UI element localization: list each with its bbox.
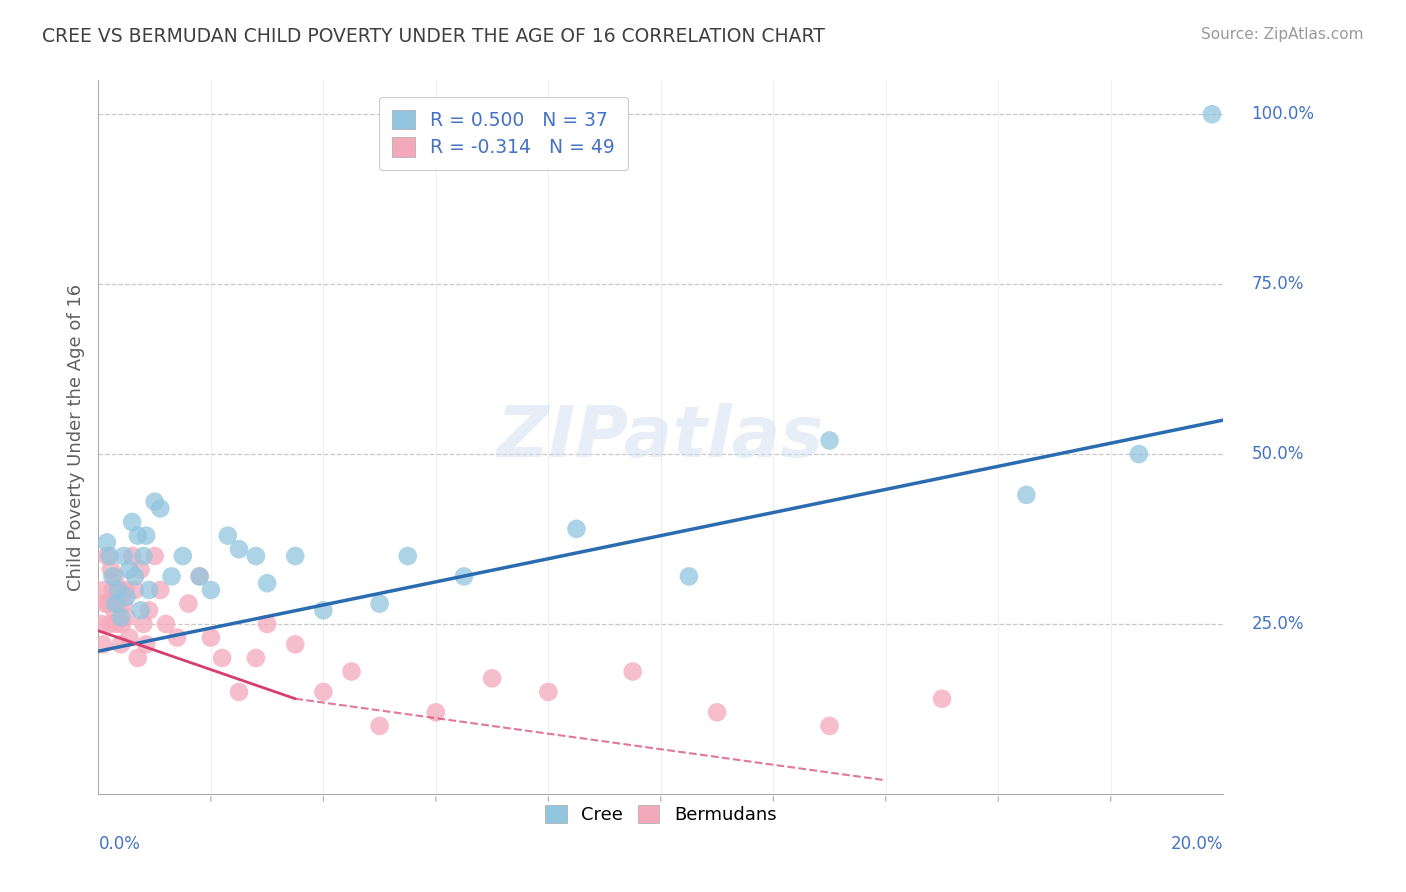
Point bbox=[96, 549, 118, 563]
Point bbox=[94, 597, 117, 611]
Point bbox=[96, 535, 118, 549]
Point bbox=[312, 603, 335, 617]
Point bbox=[104, 569, 127, 583]
Point bbox=[481, 671, 503, 685]
Point bbox=[706, 706, 728, 720]
Point bbox=[121, 515, 143, 529]
Point bbox=[160, 569, 183, 583]
Point bbox=[104, 597, 127, 611]
Point bbox=[340, 665, 363, 679]
Point bbox=[121, 549, 143, 563]
Point bbox=[1128, 447, 1150, 461]
Point bbox=[112, 549, 135, 563]
Point bbox=[537, 685, 560, 699]
Legend: Cree, Bermudans: Cree, Bermudans bbox=[538, 797, 783, 831]
Point bbox=[245, 651, 267, 665]
Point bbox=[118, 563, 141, 577]
Point bbox=[155, 617, 177, 632]
Point bbox=[108, 582, 131, 597]
Point bbox=[93, 582, 115, 597]
Point bbox=[256, 576, 278, 591]
Point bbox=[368, 597, 391, 611]
Point bbox=[115, 590, 138, 604]
Point bbox=[127, 651, 149, 665]
Point bbox=[818, 434, 841, 448]
Point bbox=[284, 637, 307, 651]
Text: 100.0%: 100.0% bbox=[1251, 105, 1315, 123]
Point bbox=[97, 597, 120, 611]
Point bbox=[217, 528, 239, 542]
Point bbox=[200, 582, 222, 597]
Text: 50.0%: 50.0% bbox=[1251, 445, 1303, 463]
Point bbox=[135, 528, 157, 542]
Point bbox=[1015, 488, 1038, 502]
Point bbox=[110, 637, 132, 651]
Point bbox=[129, 603, 152, 617]
Point bbox=[90, 617, 112, 632]
Point bbox=[149, 501, 172, 516]
Point bbox=[103, 603, 125, 617]
Y-axis label: Child Poverty Under the Age of 16: Child Poverty Under the Age of 16 bbox=[66, 284, 84, 591]
Point bbox=[188, 569, 211, 583]
Point bbox=[111, 617, 134, 632]
Text: 25.0%: 25.0% bbox=[1251, 615, 1303, 633]
Point bbox=[200, 631, 222, 645]
Point bbox=[100, 563, 122, 577]
Point bbox=[177, 597, 200, 611]
Point bbox=[818, 719, 841, 733]
Point bbox=[91, 637, 114, 651]
Point bbox=[621, 665, 644, 679]
Point bbox=[101, 582, 124, 597]
Point bbox=[172, 549, 194, 563]
Point bbox=[135, 637, 157, 651]
Point bbox=[112, 597, 135, 611]
Text: CREE VS BERMUDAN CHILD POVERTY UNDER THE AGE OF 16 CORRELATION CHART: CREE VS BERMUDAN CHILD POVERTY UNDER THE… bbox=[42, 27, 825, 45]
Point bbox=[188, 569, 211, 583]
Point bbox=[124, 569, 146, 583]
Point bbox=[312, 685, 335, 699]
Point bbox=[678, 569, 700, 583]
Point bbox=[166, 631, 188, 645]
Text: ZIPatlas: ZIPatlas bbox=[498, 402, 824, 472]
Point bbox=[115, 610, 138, 624]
Point bbox=[107, 597, 129, 611]
Text: Source: ZipAtlas.com: Source: ZipAtlas.com bbox=[1201, 27, 1364, 42]
Point bbox=[129, 563, 152, 577]
Point bbox=[1201, 107, 1223, 121]
Point bbox=[368, 719, 391, 733]
Point bbox=[114, 582, 136, 597]
Point bbox=[118, 631, 141, 645]
Point bbox=[105, 617, 128, 632]
Point bbox=[245, 549, 267, 563]
Point bbox=[124, 582, 146, 597]
Point bbox=[138, 582, 160, 597]
Point bbox=[228, 542, 250, 557]
Point bbox=[425, 706, 447, 720]
Point bbox=[138, 603, 160, 617]
Point bbox=[211, 651, 233, 665]
Point bbox=[256, 617, 278, 632]
Point bbox=[149, 582, 172, 597]
Point bbox=[143, 549, 166, 563]
Point bbox=[228, 685, 250, 699]
Point bbox=[453, 569, 475, 583]
Point bbox=[143, 494, 166, 508]
Text: 20.0%: 20.0% bbox=[1171, 835, 1223, 853]
Point bbox=[98, 549, 121, 563]
Text: 0.0%: 0.0% bbox=[98, 835, 141, 853]
Point bbox=[565, 522, 588, 536]
Point bbox=[110, 610, 132, 624]
Point bbox=[127, 528, 149, 542]
Point bbox=[284, 549, 307, 563]
Point bbox=[132, 549, 155, 563]
Point bbox=[931, 691, 953, 706]
Text: 75.0%: 75.0% bbox=[1251, 275, 1303, 293]
Point bbox=[98, 617, 121, 632]
Point bbox=[396, 549, 419, 563]
Point bbox=[107, 582, 129, 597]
Point bbox=[132, 617, 155, 632]
Point bbox=[101, 569, 124, 583]
